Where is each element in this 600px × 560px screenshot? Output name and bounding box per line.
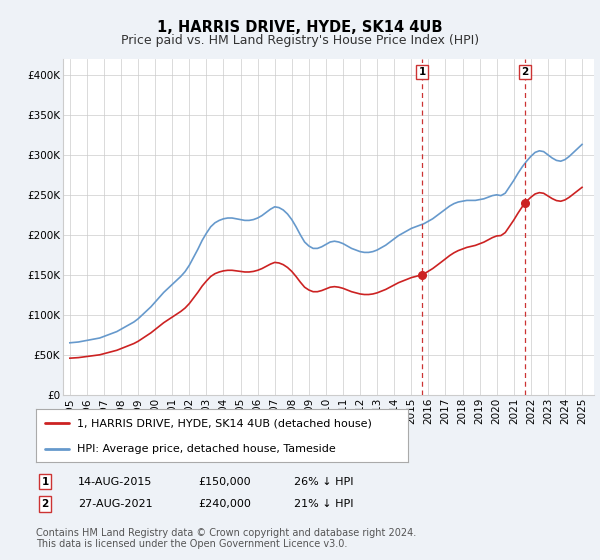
Text: 1: 1: [418, 67, 425, 77]
Text: 1: 1: [41, 477, 49, 487]
Text: 2: 2: [41, 499, 49, 509]
Text: 14-AUG-2015: 14-AUG-2015: [78, 477, 152, 487]
Text: HPI: Average price, detached house, Tameside: HPI: Average price, detached house, Tame…: [77, 444, 335, 454]
Text: 1, HARRIS DRIVE, HYDE, SK14 4UB: 1, HARRIS DRIVE, HYDE, SK14 4UB: [157, 20, 443, 35]
Text: 1, HARRIS DRIVE, HYDE, SK14 4UB (detached house): 1, HARRIS DRIVE, HYDE, SK14 4UB (detache…: [77, 418, 372, 428]
Text: Price paid vs. HM Land Registry's House Price Index (HPI): Price paid vs. HM Land Registry's House …: [121, 34, 479, 46]
Text: Contains HM Land Registry data © Crown copyright and database right 2024.
This d: Contains HM Land Registry data © Crown c…: [36, 528, 416, 549]
Text: 27-AUG-2021: 27-AUG-2021: [78, 499, 152, 509]
Text: 21% ↓ HPI: 21% ↓ HPI: [294, 499, 353, 509]
Text: 2: 2: [521, 67, 529, 77]
Text: £240,000: £240,000: [198, 499, 251, 509]
Text: 26% ↓ HPI: 26% ↓ HPI: [294, 477, 353, 487]
Text: £150,000: £150,000: [198, 477, 251, 487]
